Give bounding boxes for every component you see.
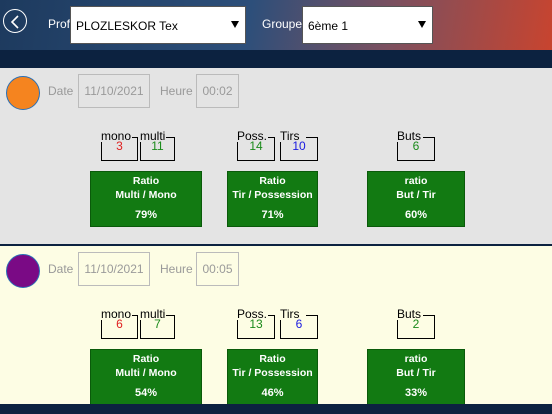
prof-select[interactable]: PLOZLESKOR Tex <box>70 6 246 44</box>
multi-value: 11 <box>151 139 164 153</box>
ratio-subtitle: Tir / Possession <box>232 189 313 201</box>
mono-value: 3 <box>116 139 123 153</box>
poss-label: Poss. <box>237 129 269 143</box>
header-bar: Prof PLOZLESKOR Tex Groupe 6ème 1 <box>0 0 552 50</box>
bottom-bar <box>0 404 552 414</box>
heure-label: Heure <box>160 262 193 276</box>
ratio-subtitle: Multi / Mono <box>115 189 177 201</box>
groupe-label: Groupe <box>262 17 303 31</box>
tirs-label: Tirs <box>280 307 301 321</box>
ratio-but-tir: ratio But / Tir 60% <box>367 171 465 227</box>
buts-label: Buts <box>397 129 423 143</box>
back-button[interactable] <box>3 9 27 33</box>
chevron-down-icon <box>418 21 426 28</box>
groupe-select-value: 6ème 1 <box>308 19 349 33</box>
mono-value: 6 <box>116 317 123 331</box>
poss-label: Poss. <box>237 307 269 321</box>
poss-value: 13 <box>249 317 263 331</box>
ratio-multi-mono: Ratio Multi / Mono 79% <box>90 171 202 227</box>
tirs-label: Tirs <box>280 129 301 143</box>
buts-value: 2 <box>412 317 420 331</box>
groupe-select[interactable]: 6ème 1 <box>302 6 433 44</box>
date-label: Date <box>48 84 74 98</box>
ratio-but-tir: ratio But / Tir 33% <box>367 349 465 404</box>
ratio-title: ratio <box>404 175 428 187</box>
multi-stat: multi 7 <box>140 308 175 342</box>
ratio-title: Ratio <box>132 353 160 365</box>
buts-value: 6 <box>412 139 420 153</box>
multi-stat: multi 11 <box>140 130 175 164</box>
tirs-value: 10 <box>292 139 306 153</box>
multi-label: multi <box>140 307 167 321</box>
tirs-stat: Tirs 6 <box>280 308 318 342</box>
ratio-value: 60% <box>404 209 428 221</box>
mono-label: mono <box>101 307 133 321</box>
multi-value: 7 <box>154 317 161 331</box>
prof-select-value: PLOZLESKOR Tex <box>76 19 178 33</box>
tirs-stat: Tirs 10 <box>280 130 318 164</box>
ratio-value: 71% <box>261 209 284 221</box>
session-panel: Date 11/10/2021 Heure 00:02 mono 3 multi… <box>0 68 552 244</box>
buts-label: Buts <box>397 307 423 321</box>
avatar[interactable] <box>6 254 40 288</box>
buts-stat: Buts 2 <box>397 308 435 342</box>
mono-label: mono <box>101 129 133 143</box>
mono-stat: mono 3 <box>101 130 138 164</box>
poss-stat: Poss. 13 <box>237 308 275 342</box>
poss-stat: Poss. 14 <box>237 130 275 164</box>
ratio-title: ratio <box>404 353 428 365</box>
chevron-left-icon <box>10 15 19 29</box>
ratio-value: 54% <box>134 387 158 399</box>
ratio-title: Ratio <box>132 175 160 187</box>
ratio-subtitle: But / Tir <box>396 367 436 379</box>
date-field[interactable]: 11/10/2021 <box>78 252 150 286</box>
prof-label: Prof <box>48 17 71 31</box>
ratio-tir-possession: Ratio Tir / Possession 46% <box>227 349 318 404</box>
chevron-down-icon <box>231 21 239 28</box>
date-field[interactable]: 11/10/2021 <box>78 74 150 108</box>
ratio-subtitle: But / Tir <box>396 189 436 201</box>
ratio-subtitle: Tir / Possession <box>232 367 313 379</box>
heure-field[interactable]: 00:05 <box>196 252 239 286</box>
mono-stat: mono 6 <box>101 308 138 342</box>
avatar[interactable] <box>6 76 40 110</box>
ratio-subtitle: Multi / Mono <box>115 367 177 379</box>
ratio-multi-mono: Ratio Multi / Mono 54% <box>90 349 202 404</box>
ratio-value: 46% <box>261 387 284 399</box>
date-label: Date <box>48 262 74 276</box>
heure-field[interactable]: 00:02 <box>196 74 239 108</box>
buts-stat: Buts 6 <box>397 130 435 164</box>
ratio-title: Ratio <box>259 353 286 365</box>
multi-label: multi <box>140 129 167 143</box>
heure-label: Heure <box>160 84 193 98</box>
session-panel: Date 11/10/2021 Heure 00:05 mono 6 multi… <box>0 246 552 404</box>
ratio-tir-possession: Ratio Tir / Possession 71% <box>227 171 318 227</box>
ratio-value: 33% <box>404 387 428 399</box>
ratio-title: Ratio <box>259 175 286 187</box>
tirs-value: 6 <box>295 317 303 331</box>
poss-value: 14 <box>249 139 263 153</box>
ratio-value: 79% <box>134 209 158 221</box>
